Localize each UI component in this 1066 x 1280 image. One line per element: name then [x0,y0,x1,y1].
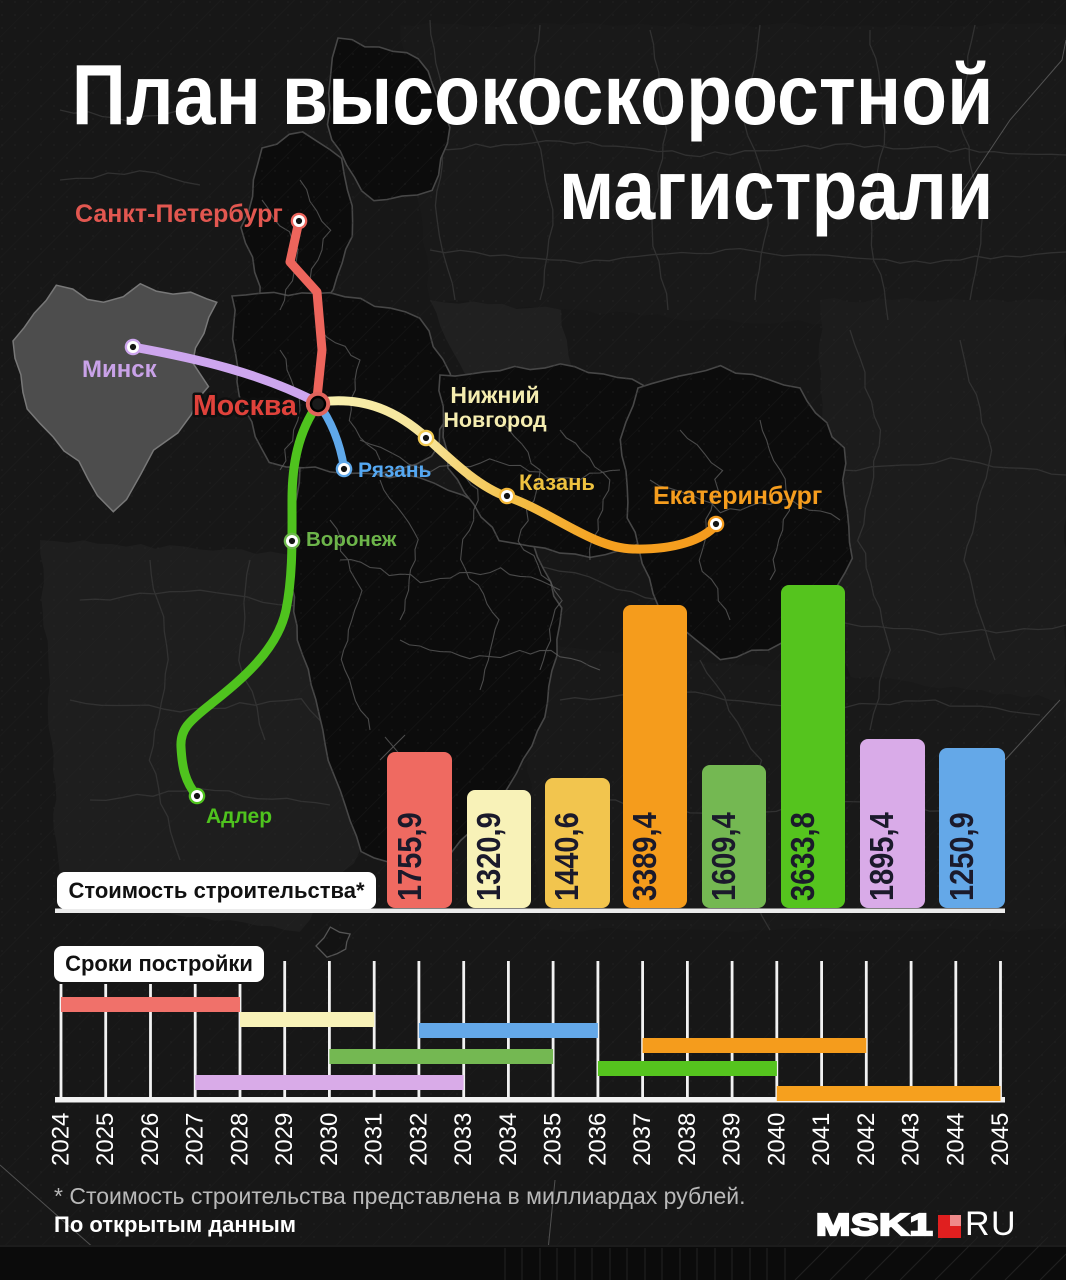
svg-text:2042: 2042 [853,1113,880,1166]
svg-text:2043: 2043 [898,1113,925,1166]
svg-text:2039: 2039 [719,1113,746,1166]
svg-text:2036: 2036 [584,1113,611,1166]
svg-text:2025: 2025 [92,1113,119,1166]
svg-text:Новгород: Новгород [443,408,547,432]
svg-text:Нижний: Нижний [450,382,539,408]
svg-text:2024: 2024 [48,1113,75,1166]
svg-text:1440,6: 1440,6 [548,812,585,901]
svg-text:2040: 2040 [763,1113,790,1166]
svg-text:2041: 2041 [808,1113,835,1166]
svg-text:2045: 2045 [987,1113,1014,1166]
svg-text:1895,4: 1895,4 [863,812,900,901]
svg-text:1320,9: 1320,9 [470,812,507,901]
svg-text:1609,4: 1609,4 [705,812,742,901]
svg-text:Рязань: Рязань [358,459,432,482]
svg-text:2038: 2038 [674,1113,701,1166]
svg-text:Адлер: Адлер [206,805,272,828]
svg-text:Воронеж: Воронеж [306,528,397,551]
svg-text:2031: 2031 [361,1113,388,1166]
svg-text:2027: 2027 [182,1113,209,1166]
svg-text:1250,9: 1250,9 [943,812,980,901]
svg-text:3633,8: 3633,8 [784,812,821,901]
svg-text:Казань: Казань [519,470,595,495]
svg-text:2033: 2033 [450,1113,477,1166]
svg-text:1755,9: 1755,9 [391,812,428,901]
svg-text:2032: 2032 [405,1113,432,1166]
svg-text:Минск: Минск [82,356,158,383]
svg-text:2044: 2044 [942,1113,969,1166]
svg-text:2026: 2026 [137,1113,164,1166]
svg-text:2035: 2035 [540,1113,567,1166]
svg-text:Санкт-Петербург: Санкт-Петербург [75,200,283,228]
svg-text:2030: 2030 [316,1113,343,1166]
svg-text:2028: 2028 [227,1113,254,1166]
svg-text:2029: 2029 [271,1113,298,1166]
svg-text:Екатеринбург: Екатеринбург [653,482,822,510]
svg-text:2034: 2034 [495,1113,522,1166]
svg-text:2037: 2037 [629,1113,656,1166]
svg-text:3389,4: 3389,4 [626,812,663,901]
svg-text:Москва: Москва [193,390,298,422]
